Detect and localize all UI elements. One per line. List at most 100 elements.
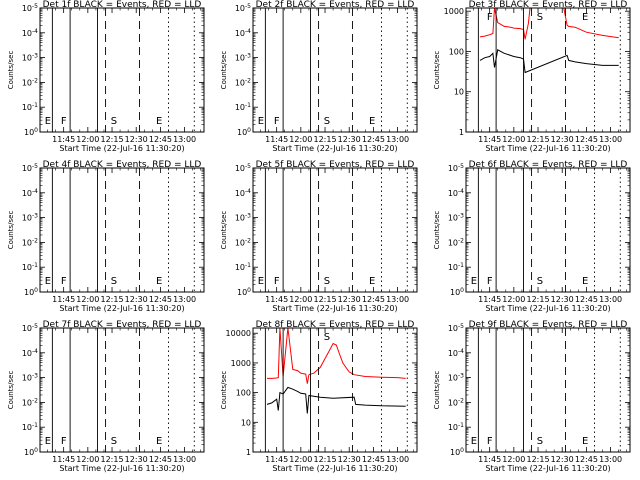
- plot-frame: [252, 7, 418, 133]
- event-marker-label: E: [369, 116, 375, 127]
- event-marker-label: S: [111, 276, 117, 287]
- x-tick-label: 12:00: [76, 135, 99, 144]
- event-marker-label: S: [324, 116, 330, 127]
- y-tick-label: 10-3: [22, 373, 38, 383]
- event-marker-label: E: [582, 276, 588, 287]
- x-axis-label: Start Time (22-Jul-16 11:30:20): [59, 144, 184, 153]
- x-tick-label: 12:30: [125, 135, 148, 144]
- x-tick-label: 11:45: [478, 295, 501, 304]
- panel-title: Det 2f BLACK = Events, RED = LLD: [256, 0, 415, 10]
- y-tick-label: 10-1: [235, 262, 251, 272]
- event-marker-label: F: [61, 276, 67, 287]
- event-marker-label: E: [258, 276, 264, 287]
- series-line: [479, 8, 619, 40]
- x-tick-label: 12:45: [575, 455, 598, 464]
- panel-title: Det 9f BLACK = Events, RED = LLD: [469, 320, 628, 330]
- x-axis-label: Start Time (22-Jul-16 11:30:20): [59, 464, 184, 473]
- x-tick-label: 12:45: [362, 135, 385, 144]
- x-tick-label: 12:45: [149, 295, 172, 304]
- x-tick-label: 12:15: [100, 295, 123, 304]
- y-tick-label: 10-3: [448, 373, 464, 383]
- event-marker-label: S: [111, 116, 117, 127]
- x-tick-label: 11:45: [265, 295, 288, 304]
- x-tick-label: 12:30: [551, 135, 574, 144]
- y-tick-label: 10-2: [448, 397, 464, 407]
- event-marker-label: F: [274, 276, 280, 287]
- event-marker-label: F: [274, 116, 280, 127]
- y-tick-label: 10: [454, 88, 464, 97]
- x-tick-label: 13:00: [386, 455, 409, 464]
- x-tick-label: 12:45: [575, 135, 598, 144]
- y-tick-label: 10-4: [448, 188, 464, 198]
- series-line: [266, 386, 406, 414]
- event-marker-label: F: [487, 436, 493, 447]
- y-tick-label: 100: [450, 447, 464, 457]
- y-tick-label: 100: [450, 287, 464, 297]
- y-tick-label: 10-3: [235, 213, 251, 223]
- y-tick-label: 10-2: [22, 237, 38, 247]
- y-tick-label: 10: [241, 418, 251, 427]
- detector-panel: Det 3f BLACK = Events, RED = LLD 1 10 100 10…: [433, 0, 631, 153]
- x-tick-label: 11:45: [265, 135, 288, 144]
- y-tick-label: 10-5: [22, 3, 38, 13]
- panel-title: Det 1f BLACK = Events, RED = LLD: [43, 0, 202, 10]
- y-tick-label: 100: [449, 47, 464, 56]
- panel-title: Det 8f BLACK = Events, RED = LLD: [256, 320, 415, 330]
- x-tick-label: 13:00: [599, 135, 622, 144]
- event-marker-label: E: [258, 116, 264, 127]
- event-marker-label: E: [369, 276, 375, 287]
- event-marker-label: E: [156, 276, 162, 287]
- detector-panel: Det 7f BLACK = Events, RED = LLD 100 10-1 1…: [7, 320, 205, 473]
- detector-panel: Det 4f BLACK = Events, RED = LLD 100 10-1 1…: [7, 160, 205, 313]
- x-tick-label: 12:15: [100, 135, 123, 144]
- y-axis-label: Counts/sec: [220, 211, 228, 250]
- y-tick-label: 1000: [231, 359, 251, 368]
- x-tick-label: 12:30: [551, 295, 574, 304]
- y-tick-label: 10-2: [22, 397, 38, 407]
- event-marker-label: E: [45, 116, 51, 127]
- y-tick-label: 10-5: [448, 163, 464, 173]
- event-marker-label: E: [45, 436, 51, 447]
- x-tick-label: 12:45: [575, 295, 598, 304]
- panel-title: Det 3f BLACK = Events, RED = LLD: [469, 0, 628, 10]
- x-tick-label: 12:15: [526, 295, 549, 304]
- detector-panel: Det 9f BLACK = Events, RED = LLD 100 10-1 1…: [433, 320, 631, 473]
- plot-frame: [39, 7, 205, 133]
- y-tick-label: 100: [24, 287, 38, 297]
- plot-frame: [252, 167, 418, 293]
- x-tick-label: 12:00: [289, 295, 312, 304]
- y-axis-label: Counts/sec: [7, 51, 15, 90]
- y-tick-label: 10-3: [235, 53, 251, 63]
- event-marker-label: F: [487, 276, 493, 287]
- x-tick-label: 12:00: [502, 455, 525, 464]
- detector-panel: Det 8f BLACK = Events, RED = LLD 1 10 100 10…: [220, 320, 418, 473]
- y-tick-label: 100: [237, 127, 251, 137]
- x-tick-label: 11:45: [265, 455, 288, 464]
- y-tick-label: 10-4: [235, 188, 251, 198]
- x-tick-label: 11:45: [52, 455, 75, 464]
- x-tick-label: 12:00: [502, 135, 525, 144]
- event-marker-label: E: [471, 276, 477, 287]
- x-tick-label: 11:45: [52, 295, 75, 304]
- x-tick-label: 12:15: [526, 135, 549, 144]
- panel-title: Det 7f BLACK = Events, RED = LLD: [43, 320, 202, 330]
- x-tick-label: 12:30: [338, 295, 361, 304]
- y-tick-label: 100: [237, 287, 251, 297]
- y-axis-label: Counts/sec: [7, 211, 15, 250]
- event-marker-label: E: [156, 436, 162, 447]
- x-tick-label: 12:00: [76, 295, 99, 304]
- y-tick-label: 10-1: [22, 422, 38, 432]
- y-tick-label: 10-4: [235, 28, 251, 38]
- y-tick-label: 10-5: [22, 163, 38, 173]
- panel-title: Det 5f BLACK = Events, RED = LLD: [256, 160, 415, 170]
- event-marker-label: E: [45, 276, 51, 287]
- x-tick-label: 13:00: [599, 455, 622, 464]
- event-marker-label: E: [156, 116, 162, 127]
- y-tick-label: 1: [459, 128, 464, 137]
- y-tick-label: 10-4: [22, 188, 38, 198]
- y-tick-label: 10-5: [22, 323, 38, 333]
- y-tick-label: 10-5: [235, 3, 251, 13]
- y-tick-label: 1000: [444, 7, 464, 16]
- x-axis-label: Start Time (22-Jul-16 11:30:20): [272, 144, 397, 153]
